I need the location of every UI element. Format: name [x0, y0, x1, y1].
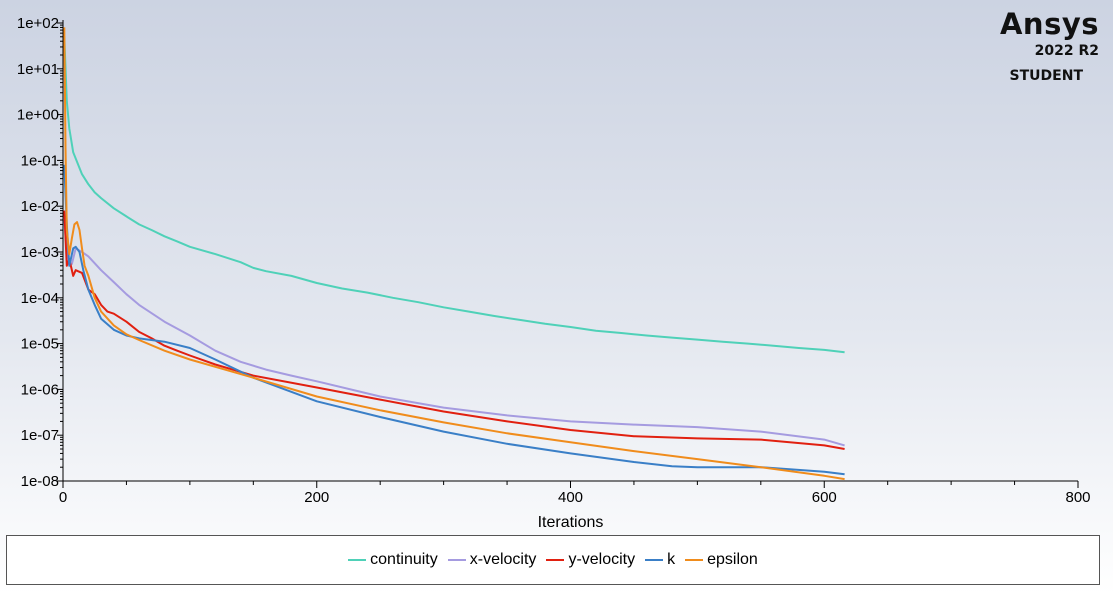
ansys-branding: Ansys 2022 R2 STUDENT — [1000, 8, 1099, 86]
y-tick-label: 1e-02 — [21, 198, 59, 215]
y-tick-label: 1e+02 — [17, 15, 59, 32]
legend-item-continuity: continuity — [348, 551, 438, 569]
y-tick-label: 1e-04 — [21, 290, 59, 307]
series-line-continuity — [63, 36, 845, 354]
legend-swatch — [447, 559, 466, 561]
x-tick-label: 200 — [304, 489, 329, 506]
legend-swatch — [685, 559, 704, 561]
legend-label: x-velocity — [469, 551, 537, 568]
legend-item-epsilon: epsilon — [685, 551, 758, 569]
x-tick-label: 600 — [812, 489, 837, 506]
series-layer — [63, 27, 845, 481]
series-line-epsilon — [63, 27, 845, 481]
y-tick-label: 1e-05 — [21, 336, 59, 353]
series-line-y-velocity — [63, 210, 845, 450]
legend-item-k: k — [645, 551, 675, 569]
y-tick-label: 1e-06 — [21, 381, 59, 398]
y-tick-label: 1e-07 — [21, 427, 59, 444]
x-tick-label: 0 — [59, 489, 67, 506]
version-label: 2022 R2 — [1034, 43, 1099, 59]
ansys-logo-text: Ansys — [999, 7, 1099, 41]
x-tick-label: 800 — [1065, 489, 1090, 506]
legend-label: k — [667, 551, 676, 568]
labels-layer: 1e-08 1e-07 1e-06 1e-05 1e-04 1e-03 1e-02 1e-01… — [17, 15, 1091, 531]
legend-swatch — [546, 559, 565, 561]
y-tick-label: 1e-01 — [21, 152, 59, 169]
series-line-k — [63, 164, 845, 476]
y-tick-label: 1e+00 — [17, 107, 59, 124]
x-tick-label: 400 — [558, 489, 583, 506]
axes-layer — [57, 20, 1079, 488]
x-axis-title: Iterations — [538, 514, 604, 531]
legend-label: y-velocity — [568, 551, 636, 568]
edition-label: STUDENT — [1009, 68, 1083, 84]
legend-swatch — [348, 559, 367, 561]
legend-item-x-velocity: x-velocity — [447, 551, 537, 569]
series-line-x-velocity — [63, 219, 845, 447]
legend-label: continuity — [370, 551, 438, 568]
legend-label: epsilon — [707, 551, 758, 568]
y-tick-label: 1e+01 — [17, 61, 59, 78]
legend-item-y-velocity: y-velocity — [546, 551, 635, 569]
chart-legend: continuity x-velocity y-velocity k epsilon — [6, 535, 1100, 585]
y-tick-label: 1e-03 — [21, 244, 59, 261]
legend-swatch — [645, 559, 664, 561]
y-tick-label: 1e-08 — [21, 473, 59, 490]
